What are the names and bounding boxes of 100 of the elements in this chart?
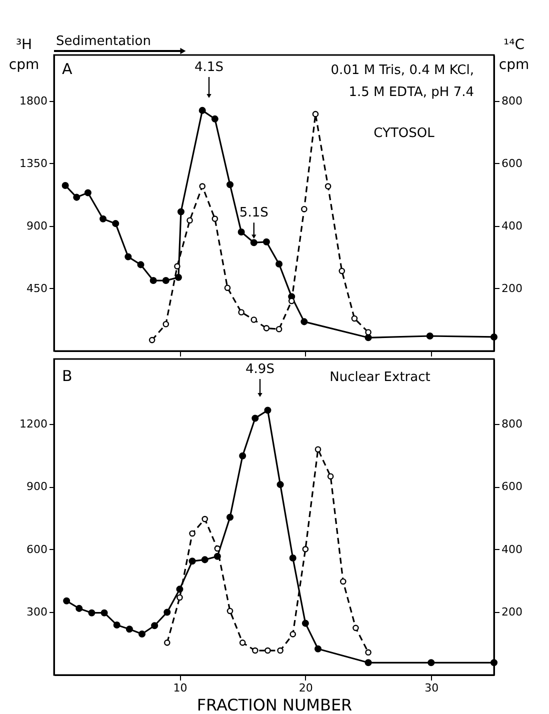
point xyxy=(300,318,308,326)
point xyxy=(252,647,258,654)
point xyxy=(100,215,107,222)
point xyxy=(174,263,180,270)
point xyxy=(365,649,372,656)
point xyxy=(226,608,234,614)
point xyxy=(151,622,158,630)
point xyxy=(276,260,283,268)
y-tick-label: 900 xyxy=(26,480,48,494)
point xyxy=(301,206,308,212)
point xyxy=(224,284,231,292)
point xyxy=(226,514,234,521)
point xyxy=(238,309,244,316)
point xyxy=(126,626,133,633)
y2-tick-label: 400 xyxy=(502,219,522,232)
y2-tick-label: 600 xyxy=(502,156,522,170)
point xyxy=(264,406,272,414)
point xyxy=(490,659,498,666)
y-axis-title: ³H cpm xyxy=(8,37,40,73)
y2-tick-label: 400 xyxy=(502,542,522,556)
point xyxy=(276,326,282,332)
point xyxy=(428,659,435,666)
point xyxy=(211,115,218,122)
point xyxy=(176,594,183,601)
point xyxy=(162,277,170,284)
point xyxy=(277,647,284,654)
point xyxy=(63,597,70,604)
y2-tick-label: 600 xyxy=(502,480,522,494)
point xyxy=(302,546,309,552)
point xyxy=(73,194,80,201)
point xyxy=(164,608,171,616)
point xyxy=(302,620,309,627)
point xyxy=(312,110,319,118)
y2-tick-label: 200 xyxy=(502,606,522,619)
point xyxy=(276,481,284,488)
annotation: B xyxy=(62,367,72,385)
point xyxy=(174,274,182,281)
point xyxy=(314,446,322,453)
y-tick-label: 1800 xyxy=(20,94,48,108)
point xyxy=(212,216,218,222)
point xyxy=(214,545,221,552)
point xyxy=(239,452,246,460)
point xyxy=(62,182,69,189)
y-tick-label: 300 xyxy=(26,606,48,619)
point xyxy=(324,183,332,190)
point xyxy=(112,220,120,228)
point xyxy=(365,329,372,336)
point xyxy=(201,556,208,564)
y-tick-label: 1200 xyxy=(20,417,48,430)
y2-tick-label: 800 xyxy=(502,417,522,430)
point xyxy=(137,261,144,268)
annotation: 4.9S xyxy=(246,362,274,377)
y-tick-label: 1350 xyxy=(20,156,48,170)
point xyxy=(426,332,434,340)
point xyxy=(352,624,359,632)
point xyxy=(84,189,92,196)
x-axis-title: FRACTION NUMBER xyxy=(196,696,352,714)
text: Sedimentation xyxy=(56,34,151,49)
point xyxy=(238,228,245,236)
point xyxy=(188,558,196,565)
point xyxy=(327,473,334,480)
point xyxy=(264,647,271,654)
point xyxy=(186,217,193,224)
y2-axis-title: ¹⁴C cpm xyxy=(498,37,530,73)
point xyxy=(177,208,184,216)
point xyxy=(162,320,170,328)
point xyxy=(198,106,206,114)
y-tick-label: 600 xyxy=(26,542,48,556)
point xyxy=(226,181,234,188)
point xyxy=(364,659,372,666)
point xyxy=(148,336,156,344)
point xyxy=(290,631,296,638)
point xyxy=(138,630,146,638)
point xyxy=(202,516,208,522)
point xyxy=(263,325,270,332)
annotation: 4.1S xyxy=(194,60,224,75)
point xyxy=(364,334,372,342)
point xyxy=(252,414,259,422)
annotation: A xyxy=(62,60,73,78)
y2-tick-label: 200 xyxy=(502,282,522,295)
point xyxy=(351,315,358,322)
point xyxy=(250,316,258,323)
point xyxy=(250,239,258,246)
y-tick-label: 450 xyxy=(26,282,48,295)
point xyxy=(124,253,132,260)
point xyxy=(150,277,157,284)
point xyxy=(199,183,206,190)
point xyxy=(338,268,346,274)
annotation: CYTOSOL xyxy=(374,126,436,141)
point xyxy=(100,609,108,616)
y-tick-label: 900 xyxy=(26,219,48,232)
point xyxy=(189,530,196,537)
annotation: 0.01 M Tris, 0.4 M KCl, xyxy=(330,63,474,78)
point xyxy=(164,640,170,646)
annotation: 1.5 M EDTA, pH 7.4 xyxy=(348,85,474,100)
y2-tick-label: 800 xyxy=(502,94,522,108)
point xyxy=(239,640,246,646)
point xyxy=(314,645,322,652)
point xyxy=(262,238,270,246)
x-tick-label: 30 xyxy=(424,682,439,694)
